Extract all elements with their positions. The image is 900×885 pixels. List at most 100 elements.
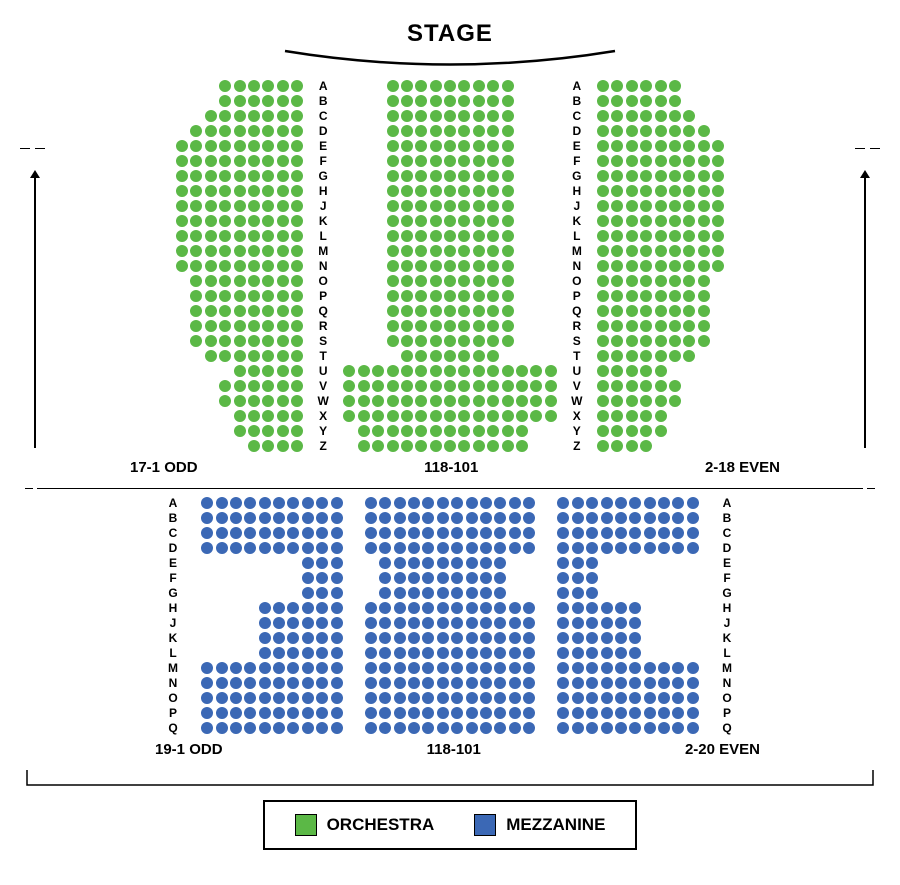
seat[interactable] [234, 245, 246, 257]
seat[interactable] [331, 662, 343, 674]
seat[interactable] [415, 200, 427, 212]
seat[interactable] [611, 170, 623, 182]
seat[interactable] [502, 260, 514, 272]
seat[interactable] [262, 260, 274, 272]
seat[interactable] [331, 557, 343, 569]
seat[interactable] [683, 185, 695, 197]
seat[interactable] [487, 440, 499, 452]
seat[interactable] [387, 215, 399, 227]
seat[interactable] [331, 722, 343, 734]
seat[interactable] [615, 662, 627, 674]
seat[interactable] [473, 305, 485, 317]
seat[interactable] [626, 350, 638, 362]
seat[interactable] [422, 692, 434, 704]
seat[interactable] [658, 692, 670, 704]
seat[interactable] [408, 617, 420, 629]
seat[interactable] [277, 140, 289, 152]
seat[interactable] [444, 365, 456, 377]
seat[interactable] [415, 395, 427, 407]
seat[interactable] [586, 602, 598, 614]
seat[interactable] [502, 305, 514, 317]
seat[interactable] [451, 707, 463, 719]
seat[interactable] [216, 707, 228, 719]
seat[interactable] [248, 230, 260, 242]
seat[interactable] [487, 380, 499, 392]
seat[interactable] [430, 275, 442, 287]
seat[interactable] [415, 185, 427, 197]
seat[interactable] [277, 350, 289, 362]
seat[interactable] [601, 632, 613, 644]
seat[interactable] [248, 395, 260, 407]
seat[interactable] [248, 95, 260, 107]
seat[interactable] [444, 425, 456, 437]
seat[interactable] [430, 365, 442, 377]
seat[interactable] [190, 200, 202, 212]
seat[interactable] [444, 260, 456, 272]
seat[interactable] [365, 707, 377, 719]
seat[interactable] [487, 245, 499, 257]
seat[interactable] [430, 395, 442, 407]
seat[interactable] [597, 425, 609, 437]
seat[interactable] [629, 497, 641, 509]
seat[interactable] [401, 80, 413, 92]
seat[interactable] [291, 170, 303, 182]
seat[interactable] [262, 275, 274, 287]
seat[interactable] [273, 512, 285, 524]
seat[interactable] [687, 677, 699, 689]
seat[interactable] [379, 602, 391, 614]
seat[interactable] [244, 542, 256, 554]
seat[interactable] [216, 722, 228, 734]
seat[interactable] [422, 527, 434, 539]
seat[interactable] [458, 290, 470, 302]
seat[interactable] [430, 410, 442, 422]
seat[interactable] [669, 170, 681, 182]
seat[interactable] [640, 260, 652, 272]
seat[interactable] [365, 542, 377, 554]
seat[interactable] [669, 110, 681, 122]
seat[interactable] [437, 632, 449, 644]
seat[interactable] [640, 425, 652, 437]
seat[interactable] [494, 557, 506, 569]
seat[interactable] [640, 110, 652, 122]
seat[interactable] [480, 557, 492, 569]
seat[interactable] [698, 185, 710, 197]
seat[interactable] [502, 425, 514, 437]
seat[interactable] [437, 707, 449, 719]
seat[interactable] [655, 380, 667, 392]
seat[interactable] [430, 380, 442, 392]
seat[interactable] [316, 632, 328, 644]
seat[interactable] [611, 440, 623, 452]
seat[interactable] [422, 497, 434, 509]
seat[interactable] [216, 542, 228, 554]
seat[interactable] [248, 215, 260, 227]
seat[interactable] [437, 572, 449, 584]
seat[interactable] [387, 305, 399, 317]
seat[interactable] [523, 617, 535, 629]
seat[interactable] [530, 380, 542, 392]
seat[interactable] [712, 260, 724, 272]
seat[interactable] [672, 692, 684, 704]
seat[interactable] [530, 365, 542, 377]
seat[interactable] [302, 617, 314, 629]
seat[interactable] [480, 617, 492, 629]
seat[interactable] [611, 80, 623, 92]
seat[interactable] [415, 440, 427, 452]
seat[interactable] [190, 320, 202, 332]
seat[interactable] [523, 647, 535, 659]
seat[interactable] [683, 110, 695, 122]
seat[interactable] [698, 305, 710, 317]
seat[interactable] [408, 587, 420, 599]
seat[interactable] [387, 185, 399, 197]
seat[interactable] [277, 380, 289, 392]
seat[interactable] [365, 617, 377, 629]
seat[interactable] [458, 185, 470, 197]
seat[interactable] [287, 722, 299, 734]
seat[interactable] [379, 542, 391, 554]
seat[interactable] [473, 95, 485, 107]
seat[interactable] [597, 215, 609, 227]
seat[interactable] [451, 587, 463, 599]
seat[interactable] [451, 647, 463, 659]
seat[interactable] [219, 185, 231, 197]
seat[interactable] [487, 425, 499, 437]
seat[interactable] [248, 440, 260, 452]
